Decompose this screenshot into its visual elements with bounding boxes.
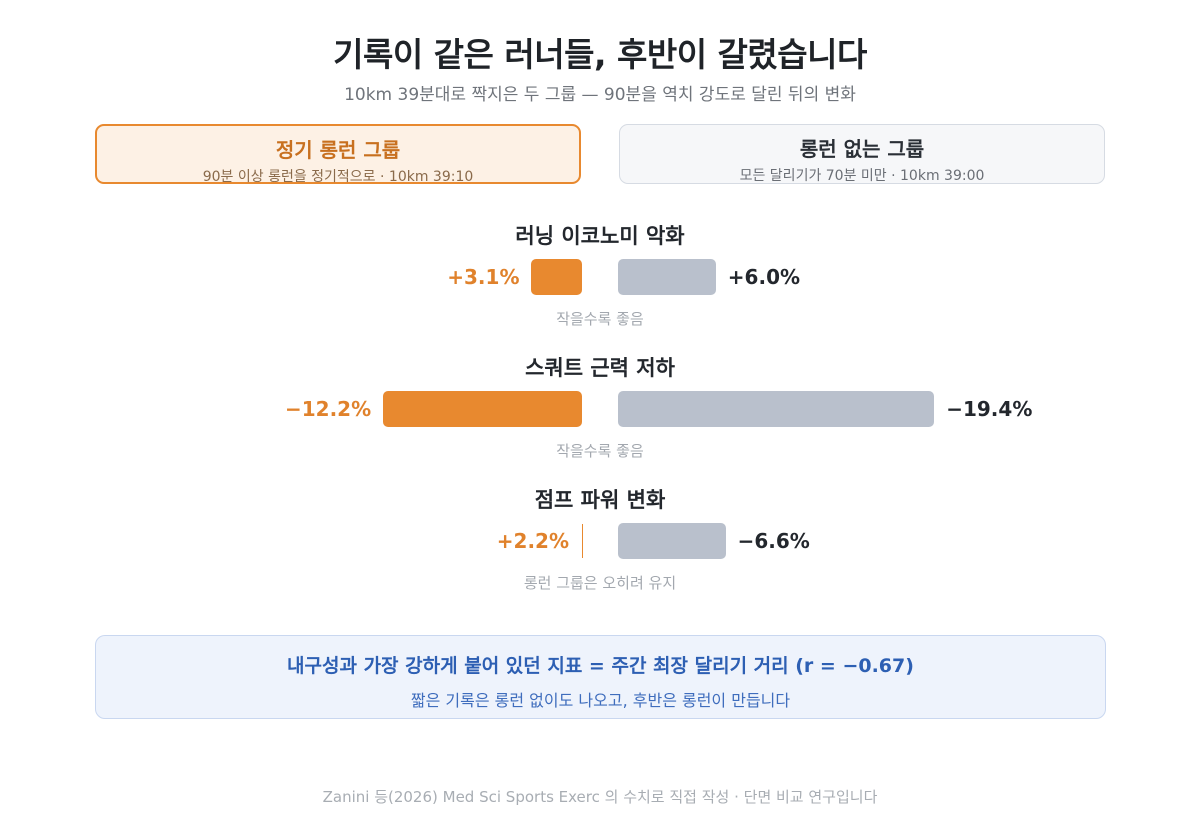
bar-jump-longrun (582, 524, 583, 558)
chart-title: 기록이 같은 러너들, 후반이 갈렸습니다 (333, 35, 867, 74)
bar-economy-no-longrun (618, 259, 716, 295)
bar-squat-longrun (383, 391, 582, 427)
value-label-economy-longrun: +3.1% (447, 265, 520, 289)
value-label-economy-no-longrun: +6.0% (727, 265, 801, 289)
metric-note-jump: 롱런 그룹은 오히려 유지 (523, 574, 677, 592)
group-name-no-longrun: 롱런 없는 그룹 (799, 137, 925, 161)
value-label-squat-longrun: −12.2% (284, 397, 372, 421)
group-name-longrun: 정기 롱런 그룹 (275, 138, 401, 162)
source-footnote: Zanini 등(2026) Med Sci Sports Exerc 의 수치… (322, 788, 878, 806)
value-label-squat-no-longrun: −19.4% (946, 397, 1033, 421)
metric-note-squat: 작을수록 좋음 (556, 442, 644, 460)
insight-main: 내구성과 가장 강하게 붙어 있던 지표 = 주간 최장 달리기 거리 (r =… (287, 655, 914, 677)
chart-subtitle: 10km 39분대로 짝지은 두 그룹 — 90분을 역치 강도로 달린 뒤의 … (344, 85, 856, 105)
group-card-longrun: 정기 롱런 그룹 90분 이상 롱런을 정기적으로 · 10km 39:10 (95, 124, 581, 185)
value-label-jump-no-longrun: −6.6% (737, 529, 810, 553)
group-card-no-longrun: 롱런 없는 그룹 모든 달리기가 70분 미만 · 10km 39:00 (619, 124, 1105, 184)
metric-title-squat: 스쿼트 근력 저하 (525, 356, 675, 380)
group-desc-longrun: 90분 이상 롱런을 정기적으로 · 10km 39:10 (202, 169, 474, 185)
bar-squat-no-longrun (618, 391, 935, 427)
metric-note-economy: 작을수록 좋음 (556, 310, 644, 328)
metric-title-economy: 러닝 이코노미 악화 (515, 224, 685, 248)
bar-jump-no-longrun (618, 523, 726, 559)
insight-sub: 짧은 기록은 롱런 없이도 나오고, 후반은 롱런이 만듭니다 (410, 691, 791, 710)
metric-title-jump: 점프 파워 변화 (534, 488, 666, 512)
bar-economy-longrun (531, 259, 582, 295)
insight-box: 내구성과 가장 강하게 붙어 있던 지표 = 주간 최장 달리기 거리 (r =… (95, 635, 1106, 719)
group-desc-no-longrun: 모든 달리기가 70분 미만 · 10km 39:00 (739, 168, 985, 184)
value-label-jump-longrun: +2.2% (496, 529, 569, 553)
